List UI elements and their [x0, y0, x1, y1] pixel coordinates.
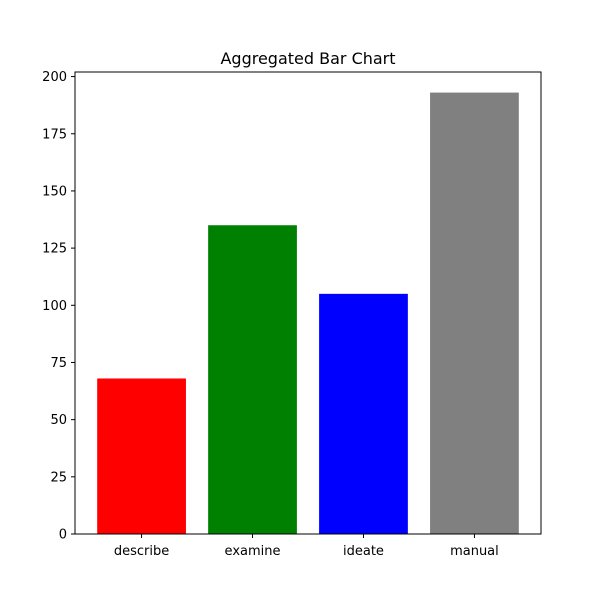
bar-describe	[97, 378, 186, 534]
bar-ideate	[319, 293, 408, 534]
x-tick-label: examine	[225, 544, 281, 559]
chart-title: Aggregated Bar Chart	[220, 49, 395, 68]
bar-manual	[430, 92, 519, 534]
plot-area: describe examine ideate manual 0 25 50 75 100 125…	[42, 70, 542, 559]
y-tick-label: 150	[42, 184, 67, 199]
bar-examine	[208, 225, 297, 535]
x-tick-label: manual	[450, 544, 499, 559]
y-tick-label: 75	[50, 356, 67, 371]
y-tick-label: 175	[42, 127, 67, 142]
x-tick-label: describe	[114, 544, 169, 559]
y-tick-label: 0	[59, 528, 67, 543]
y-tick-label: 100	[42, 299, 67, 314]
x-tick-label: ideate	[343, 544, 384, 559]
y-tick-label: 25	[50, 470, 67, 485]
y-tick-label: 125	[42, 242, 67, 257]
y-tick-label: 200	[42, 70, 67, 85]
y-tick-label: 50	[50, 413, 67, 428]
axes-frame	[74, 71, 542, 535]
